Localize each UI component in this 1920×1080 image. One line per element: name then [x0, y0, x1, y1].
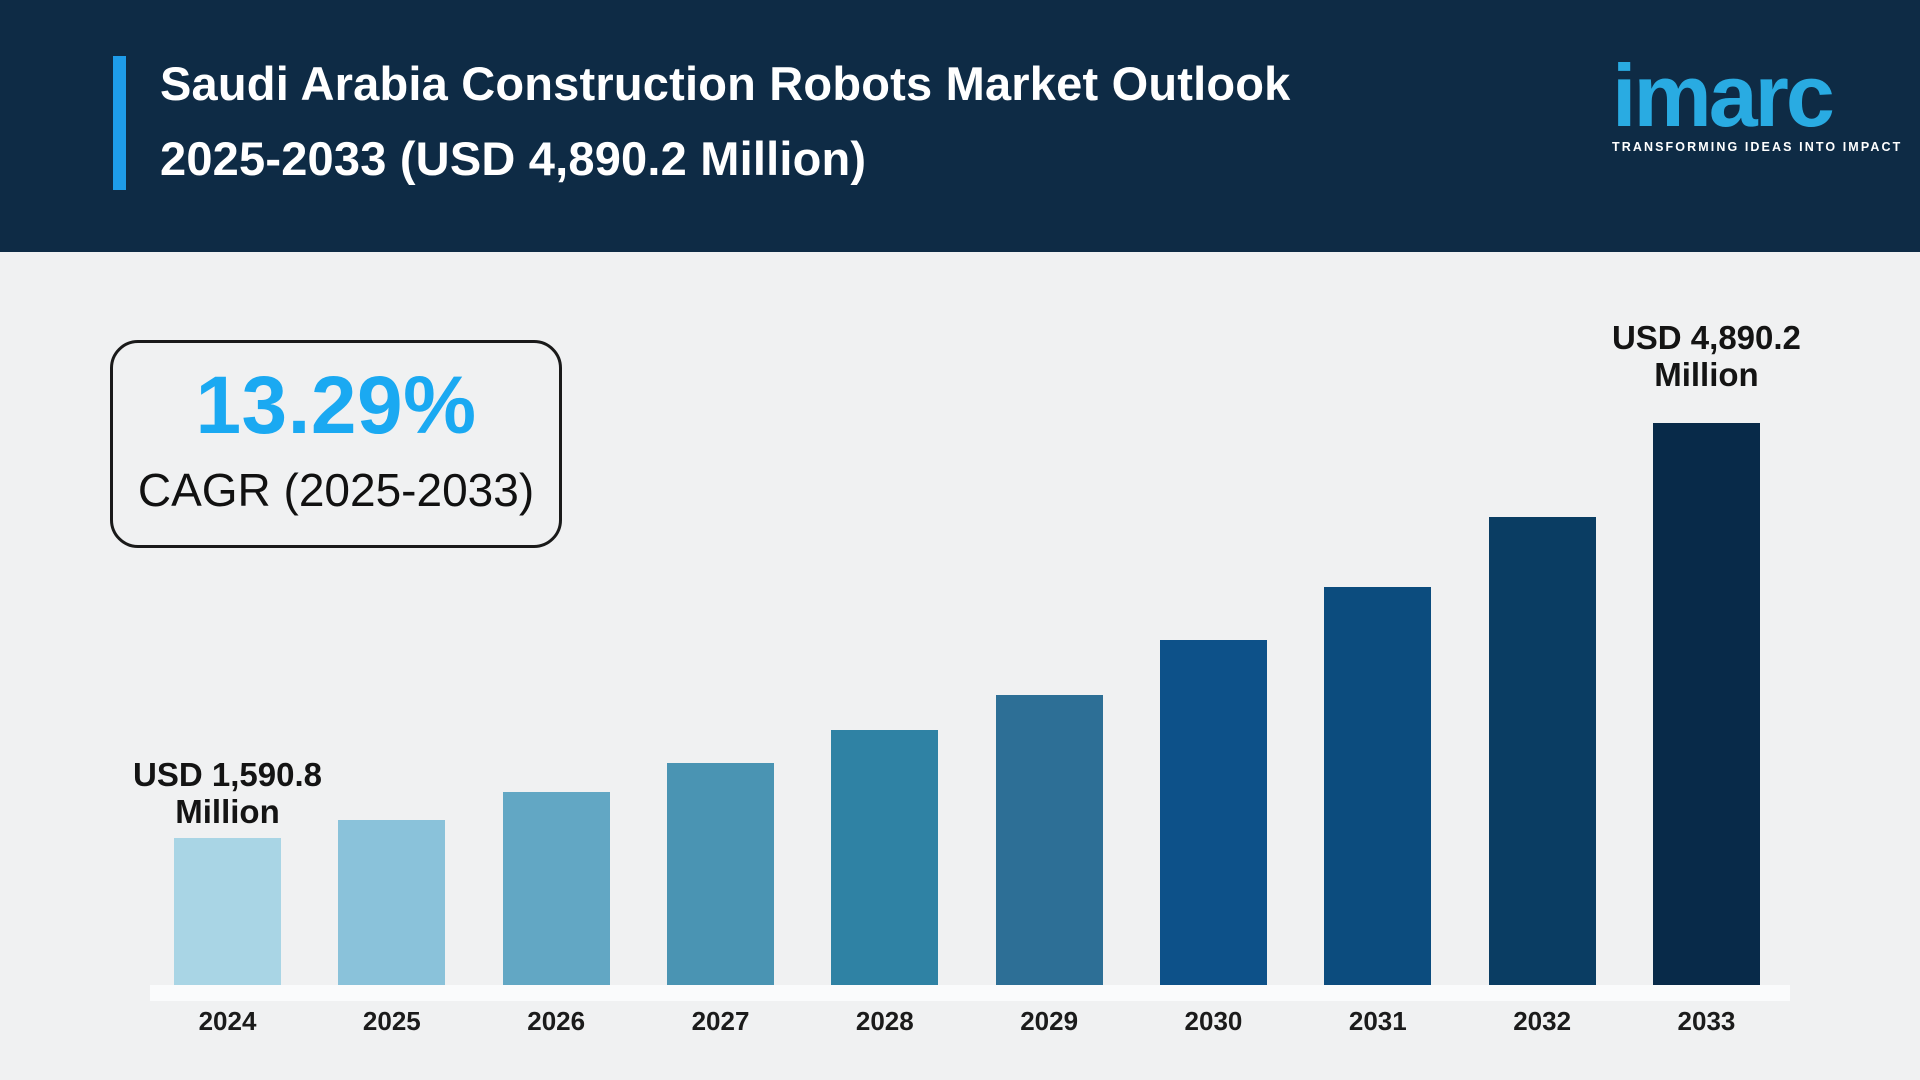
x-tick-label-2031: 2031 — [1348, 1006, 1407, 1036]
x-tick-label-2025: 2025 — [362, 1006, 421, 1036]
bar-column-2026: 2026 — [502, 420, 610, 1036]
bar-column-2033: 2033 USD 4,890.2 Million — [1612, 319, 1801, 1036]
page-title: Saudi Arabia Construction Robots Market … — [160, 46, 1291, 196]
bar-2033 — [1652, 423, 1760, 985]
page-title-line-1: Saudi Arabia Construction Robots Market … — [160, 57, 1291, 110]
bar-2026 — [502, 792, 610, 985]
value-label-line: Million — [175, 793, 280, 830]
title-accent-bar — [113, 56, 126, 190]
bar-column-2031: 2031 — [1324, 420, 1432, 1036]
cagr-period-label: CAGR (2025-2033) — [137, 464, 535, 516]
bar-2032 — [1488, 517, 1596, 985]
bar-2031 — [1324, 587, 1432, 985]
x-tick-label-2024: 2024 — [198, 1006, 257, 1036]
value-label-line: USD 1,590.8 — [133, 756, 322, 793]
x-tick-label-2027: 2027 — [691, 1006, 750, 1036]
bar-2025 — [338, 820, 446, 985]
bar-column-2028: 2028 — [831, 420, 939, 1036]
x-tick-label-2029: 2029 — [1020, 1006, 1079, 1036]
imarc-logo-wordmark: imarc — [1612, 46, 1835, 145]
value-label-line: Million — [1654, 356, 1759, 393]
bar-column-2029: 2029 — [995, 420, 1103, 1036]
bar-column-2025: 2025 — [338, 420, 446, 1036]
cagr-value: 13.29% — [195, 360, 477, 451]
x-tick-label-2028: 2028 — [855, 1006, 914, 1036]
x-tick-label-2032: 2032 — [1513, 1006, 1572, 1036]
bar-2028 — [831, 730, 939, 985]
value-label-line: USD 4,890.2 — [1611, 319, 1801, 356]
bar-2024 — [174, 838, 281, 985]
bar-2029 — [995, 695, 1103, 985]
value-label-2024: USD 1,590.8 Million — [78, 756, 378, 830]
imarc-logo-tagline: TRANSFORMING IDEAS INTO IMPACT — [1612, 140, 1903, 154]
x-tick-label-2033: 2033 — [1677, 1006, 1736, 1036]
x-tick-label-2030: 2030 — [1184, 1006, 1243, 1036]
x-axis-baseline — [150, 985, 1790, 1001]
cagr-box: 13.29% CAGR (2025-2033) — [110, 340, 562, 548]
bar-column-2030: 2030 — [1159, 420, 1267, 1036]
bar-column-2032: 2032 — [1488, 420, 1596, 1036]
bar-column-2027: 2027 — [666, 420, 774, 1036]
page-title-line-2: 2025-2033 (USD 4,890.2 Million) — [160, 132, 867, 185]
imarc-logo: imarc TRANSFORMING IDEAS INTO IMPACT — [1612, 46, 1903, 154]
x-tick-label-2026: 2026 — [527, 1006, 586, 1036]
header-banner: Saudi Arabia Construction Robots Market … — [0, 0, 1920, 252]
bar-column-2024: 2024 USD 1,590.8 Million — [133, 420, 322, 1036]
bar-chart: 2024 USD 1,590.8 Million 2025 2026 2027 2028 20… — [133, 319, 1801, 1036]
value-label-2033: USD 4,890.2 Million — [1556, 319, 1856, 393]
bar-2027 — [666, 763, 774, 985]
bar-2030 — [1159, 640, 1267, 985]
